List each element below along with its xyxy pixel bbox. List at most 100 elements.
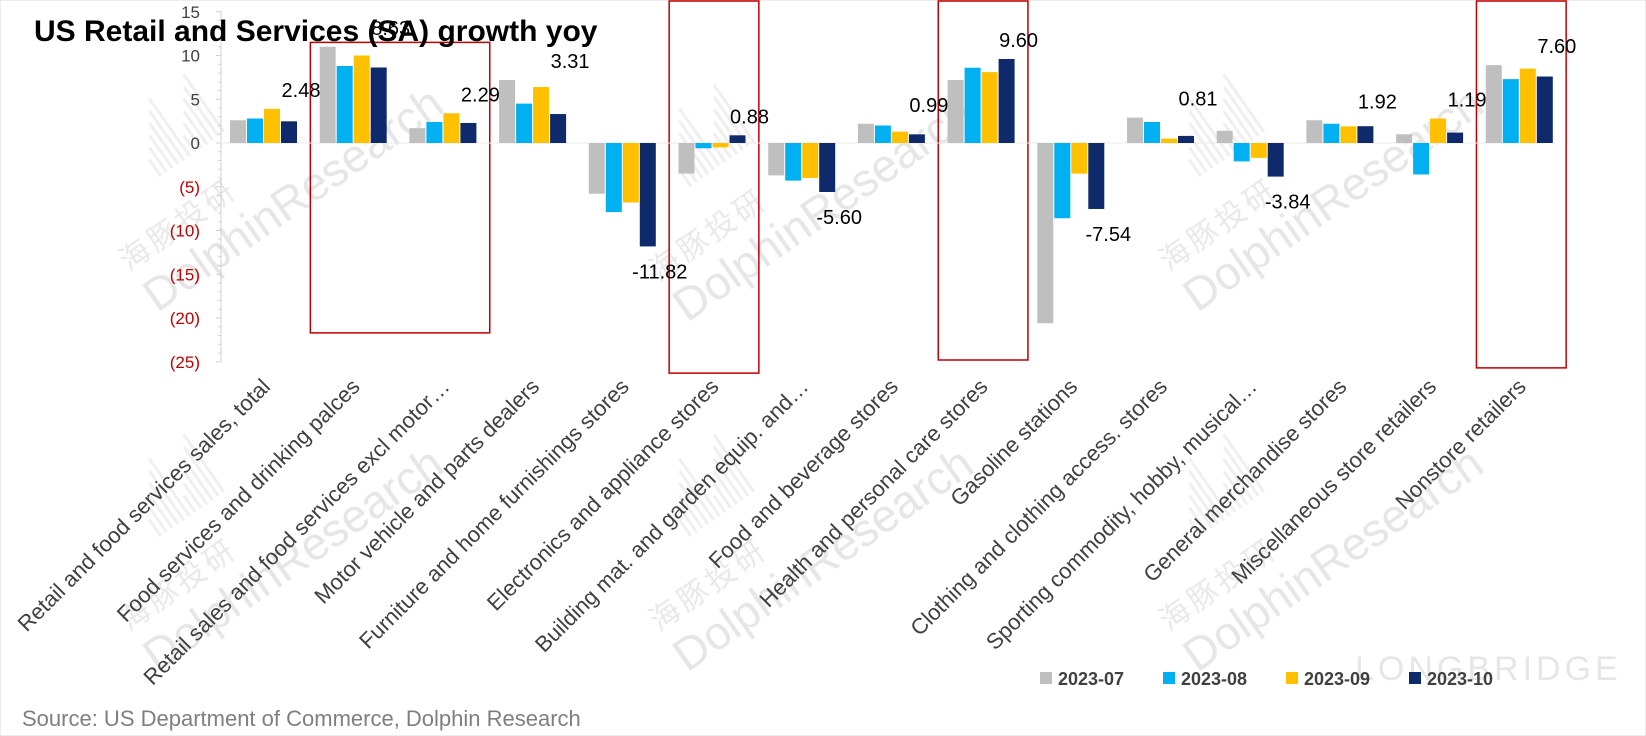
watermark-bar — [1222, 470, 1249, 505]
bar — [605, 143, 622, 213]
bar — [819, 143, 836, 192]
bar — [1519, 68, 1536, 143]
watermark-bar — [712, 144, 727, 163]
watermark-bar — [1222, 73, 1266, 133]
watermark-bar — [182, 122, 203, 149]
watermark-bar — [182, 110, 209, 145]
watermark-bar — [1188, 494, 1214, 529]
watermark-bar — [148, 457, 191, 517]
watermark-bar — [1222, 445, 1260, 497]
watermark-bar — [182, 470, 209, 505]
watermark-bar — [182, 458, 214, 501]
bar — [1413, 143, 1430, 175]
bar — [533, 87, 550, 143]
watermark-bar — [1188, 482, 1220, 525]
watermark-bar — [182, 85, 220, 137]
bar — [264, 108, 280, 143]
legend-item: 2023-08 — [1163, 669, 1247, 689]
legend-label: 2023-09 — [1304, 669, 1370, 689]
legend-item: 2023-10 — [1409, 669, 1493, 689]
bar — [1178, 135, 1194, 143]
data-label: -5.60 — [816, 207, 862, 229]
bar — [353, 55, 370, 143]
watermark-bar — [1222, 482, 1243, 509]
bar — [319, 46, 336, 143]
watermark-bar — [148, 518, 163, 537]
bar — [874, 125, 891, 143]
watermark-bar — [678, 494, 704, 529]
watermark-bar — [182, 445, 220, 497]
watermark-bar — [678, 470, 716, 521]
bar — [678, 143, 695, 174]
bar — [336, 66, 353, 143]
bar — [622, 143, 639, 203]
watermark-bar — [148, 110, 186, 161]
bar — [281, 121, 297, 143]
bar — [1447, 132, 1464, 143]
bar — [1233, 143, 1250, 162]
highlight-boxes — [309, 0, 1567, 374]
watermark-bar — [678, 107, 721, 167]
watermark-bar — [182, 134, 197, 153]
highlight-box — [937, 0, 1029, 361]
y-tick-label: (5) — [179, 178, 200, 197]
bar — [550, 114, 567, 143]
bar — [1161, 138, 1177, 143]
watermark-bar — [712, 458, 744, 501]
bar — [1502, 79, 1519, 143]
watermark-bar — [148, 158, 163, 177]
bar — [998, 59, 1015, 143]
data-label: -11.82 — [632, 261, 687, 283]
y-tick-label: (25) — [170, 353, 200, 372]
bar — [230, 120, 246, 143]
data-label: 0.88 — [730, 106, 769, 128]
legend-swatch — [1040, 672, 1052, 684]
y-tick-label: 15 — [181, 3, 200, 22]
highlight-box — [309, 41, 491, 334]
watermark-bar — [1222, 458, 1254, 501]
data-label: 9.60 — [999, 30, 1038, 52]
bar — [443, 113, 460, 143]
legend-item: 2023-07 — [1040, 669, 1124, 689]
y-tick-label: (15) — [170, 265, 200, 284]
data-label: 2.48 — [282, 80, 321, 102]
bar — [1267, 143, 1284, 177]
bar — [964, 67, 981, 143]
highlight-box — [1475, 0, 1567, 369]
legend-swatch — [1163, 672, 1175, 684]
data-label: 8.63 — [371, 18, 410, 40]
watermark-bar — [678, 457, 721, 517]
watermark-bar — [148, 134, 174, 169]
source-note: Source: US Department of Commerce, Dolph… — [22, 706, 581, 731]
watermark-bar — [1188, 110, 1226, 161]
data-label: 1.19 — [1448, 90, 1487, 112]
bar — [1088, 143, 1105, 209]
watermark-bar — [148, 470, 186, 521]
bar — [1396, 134, 1413, 143]
watermark-bar — [182, 494, 197, 513]
legend-swatch — [1409, 672, 1421, 684]
watermark-bar — [1188, 518, 1203, 537]
bar — [768, 143, 785, 176]
data-label: -3.84 — [1265, 192, 1311, 214]
watermark-bar — [1222, 110, 1249, 145]
bar — [729, 135, 746, 143]
watermark-bar — [148, 146, 168, 173]
watermark-bar — [182, 73, 226, 133]
bar — [908, 134, 925, 143]
bar — [802, 143, 819, 178]
bar — [695, 143, 712, 149]
bar — [1306, 120, 1323, 143]
bar — [1323, 123, 1340, 143]
watermark-bar — [712, 433, 756, 493]
bar — [460, 122, 477, 143]
y-tick-label: 0 — [191, 134, 200, 153]
watermark-bar — [678, 506, 698, 533]
bar — [1071, 143, 1088, 174]
bar — [1485, 65, 1502, 143]
data-labels: 2.48 8.63 2.29 3.31 -11.82 0.88 -5.60 0.99 9.60 -… — [282, 18, 1577, 284]
bar — [1054, 143, 1071, 219]
watermark-bar — [182, 433, 226, 493]
bar — [712, 143, 729, 148]
